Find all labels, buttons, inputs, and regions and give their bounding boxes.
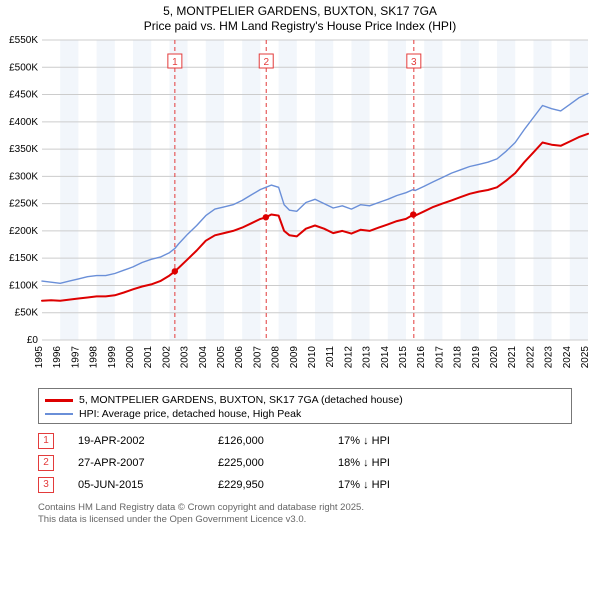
price-vs-hpi-chart: £0 £50K £100K £150K £200K £250K £300K £350K £400… — [0, 34, 600, 384]
attribution: Contains HM Land Registry data © Crown c… — [38, 502, 572, 526]
sale-marker-cell: 1 — [38, 433, 78, 449]
sale-delta: 17% ↓ HPI — [338, 435, 478, 447]
sale-price: £126,000 — [218, 435, 338, 447]
svg-text:£500K: £500K — [9, 62, 38, 73]
svg-text:2024: 2024 — [562, 346, 573, 369]
svg-text:£150K: £150K — [9, 253, 38, 264]
svg-text:2000: 2000 — [125, 346, 136, 369]
svg-text:£50K: £50K — [15, 308, 39, 319]
svg-text:£200K: £200K — [9, 226, 38, 237]
svg-text:2004: 2004 — [198, 346, 209, 369]
svg-text:2001: 2001 — [143, 346, 154, 369]
svg-text:1999: 1999 — [107, 346, 118, 369]
svg-text:1996: 1996 — [52, 346, 63, 369]
svg-text:1998: 1998 — [89, 346, 100, 369]
svg-text:2012: 2012 — [343, 346, 354, 369]
svg-text:2022: 2022 — [525, 346, 536, 369]
svg-text:£450K: £450K — [9, 90, 38, 101]
sale-delta: 18% ↓ HPI — [338, 457, 478, 469]
sale-marker-2: 2 — [38, 455, 54, 471]
sale-marker-cell: 2 — [38, 455, 78, 471]
svg-text:1995: 1995 — [34, 346, 45, 369]
svg-text:2008: 2008 — [271, 346, 282, 369]
svg-text:2021: 2021 — [507, 346, 518, 369]
table-row: 3 05-JUN-2015 £229,950 17% ↓ HPI — [38, 474, 572, 496]
svg-text:2006: 2006 — [234, 346, 245, 369]
chart-legend: 5, MONTPELIER GARDENS, BUXTON, SK17 7GA … — [38, 388, 572, 424]
svg-text:2011: 2011 — [325, 346, 336, 368]
svg-text:2015: 2015 — [398, 346, 409, 369]
svg-text:2009: 2009 — [289, 346, 300, 369]
legend-label-subject: 5, MONTPELIER GARDENS, BUXTON, SK17 7GA … — [79, 393, 403, 407]
sales-table: 1 19-APR-2002 £126,000 17% ↓ HPI 2 27-AP… — [38, 430, 572, 496]
table-row: 1 19-APR-2002 £126,000 17% ↓ HPI — [38, 430, 572, 452]
attribution-line-2: This data is licensed under the Open Gov… — [38, 514, 572, 526]
sale-marker-1: 1 — [38, 433, 54, 449]
sale-date: 19-APR-2002 — [78, 435, 218, 447]
legend-item-subject: 5, MONTPELIER GARDENS, BUXTON, SK17 7GA … — [45, 393, 565, 407]
title-line-2: Price paid vs. HM Land Registry's House … — [0, 19, 600, 34]
svg-text:1997: 1997 — [70, 346, 81, 369]
svg-text:£300K: £300K — [9, 171, 38, 182]
svg-text:2013: 2013 — [362, 346, 373, 369]
svg-text:1: 1 — [172, 57, 178, 68]
svg-text:£100K: £100K — [9, 280, 38, 291]
legend-item-hpi: HPI: Average price, detached house, High… — [45, 407, 565, 421]
table-row: 2 27-APR-2007 £225,000 18% ↓ HPI — [38, 452, 572, 474]
svg-text:2002: 2002 — [161, 346, 172, 369]
svg-text:2010: 2010 — [307, 346, 318, 369]
svg-text:£350K: £350K — [9, 144, 38, 155]
svg-text:2017: 2017 — [434, 346, 445, 369]
sale-marker-cell: 3 — [38, 477, 78, 493]
svg-text:£250K: £250K — [9, 199, 38, 210]
svg-text:2003: 2003 — [180, 346, 191, 369]
sale-delta: 17% ↓ HPI — [338, 479, 478, 491]
attribution-line-1: Contains HM Land Registry data © Crown c… — [38, 502, 572, 514]
sale-date: 05-JUN-2015 — [78, 479, 218, 491]
svg-text:£550K: £550K — [9, 35, 38, 46]
svg-text:£400K: £400K — [9, 117, 38, 128]
sale-price: £225,000 — [218, 457, 338, 469]
chart-title: 5, MONTPELIER GARDENS, BUXTON, SK17 7GA … — [0, 0, 600, 34]
svg-text:2025: 2025 — [580, 346, 591, 369]
svg-text:3: 3 — [411, 57, 417, 68]
sale-price: £229,950 — [218, 479, 338, 491]
sale-date: 27-APR-2007 — [78, 457, 218, 469]
title-line-1: 5, MONTPELIER GARDENS, BUXTON, SK17 7GA — [0, 4, 600, 19]
svg-text:2007: 2007 — [252, 346, 263, 369]
svg-text:2005: 2005 — [216, 346, 227, 369]
svg-text:2020: 2020 — [489, 346, 500, 369]
legend-label-hpi: HPI: Average price, detached house, High… — [79, 407, 301, 421]
legend-swatch-hpi — [45, 413, 73, 415]
legend-swatch-subject — [45, 399, 73, 402]
sale-marker-3: 3 — [38, 477, 54, 493]
svg-text:2: 2 — [263, 57, 269, 68]
svg-text:2018: 2018 — [453, 346, 464, 369]
svg-text:2014: 2014 — [380, 346, 391, 369]
chart-svg: £0 £50K £100K £150K £200K £250K £300K £350K £400… — [0, 34, 600, 384]
svg-text:2019: 2019 — [471, 346, 482, 369]
svg-text:2023: 2023 — [544, 346, 555, 369]
svg-text:£0: £0 — [27, 335, 39, 346]
svg-text:2016: 2016 — [416, 346, 427, 369]
